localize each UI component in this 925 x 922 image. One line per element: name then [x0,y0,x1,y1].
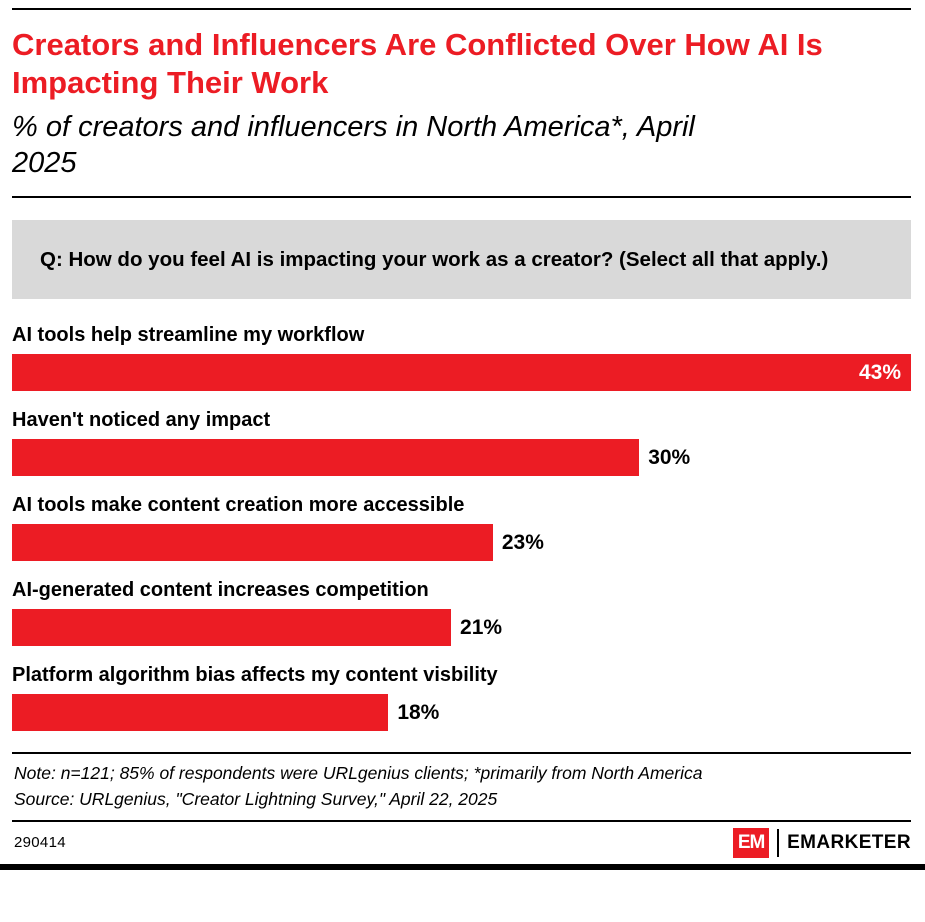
note-text: Note: n=121; 85% of respondents were URL… [14,763,703,784]
bar-value-label: 23% [501,530,544,554]
bar-value-label: 30% [648,445,691,469]
chart-subtitle: % of creators and influencers in North A… [12,110,695,179]
bar [12,524,493,562]
bar-category-label: Platform algorithm bias affects my conte… [12,664,498,687]
bar-row: AI tools make content creation more acce… [12,493,911,562]
bottom-bar [0,863,925,870]
bar-track: 43% [12,354,911,392]
bar-category-label: AI tools help streamline my workflow [12,324,365,347]
emarketer-logo: EM EMARKETER [733,827,911,858]
bar-row: AI-generated content increases competiti… [12,578,911,647]
bar-category-label: AI-generated content increases competiti… [12,579,429,602]
logo-divider [777,828,780,857]
em-logo-icon: EM [733,827,770,858]
bar-value-label: 18% [397,700,440,724]
bar-row: AI tools help streamline my workflow 43% [12,323,911,392]
bar-value-label: 21% [460,615,503,639]
bar-category-label: AI tools make content creation more acce… [12,494,465,517]
header-divider [12,195,911,198]
bar-row: Platform algorithm bias affects my conte… [12,663,911,732]
chart-title: Creators and Influencers Are Conflicted … [12,27,823,100]
notes-section: Note: n=121; 85% of respondents were URL… [12,752,911,820]
bar-row: Haven't noticed any impact 30% [12,408,911,477]
chart-id: 290414 [14,834,66,852]
bar-category-label: Haven't noticed any impact [12,409,271,432]
bar-track: 18% [12,694,911,732]
top-rule [12,8,911,10]
survey-question-box: Q: How do you feel AI is impacting your … [12,219,911,300]
bar [12,439,640,477]
bar-track: 21% [12,609,911,647]
source-text: Source: URLgenius, "Creator Lightning Su… [14,788,498,809]
bar [12,694,389,732]
bar-track: 30% [12,439,911,477]
chart-header: Creators and Influencers Are Conflicted … [12,26,911,182]
bar-chart: AI tools help streamline my workflow 43% H… [12,323,911,748]
footer: 290414 EM EMARKETER [12,819,911,864]
bar [12,609,452,647]
survey-question-text: Q: How do you feel AI is impacting your … [40,247,829,271]
bar-value-label: 43% [858,360,901,384]
logo-wordmark: EMARKETER [787,831,911,853]
bar: 43% [12,354,911,392]
bar-track: 23% [12,524,911,562]
